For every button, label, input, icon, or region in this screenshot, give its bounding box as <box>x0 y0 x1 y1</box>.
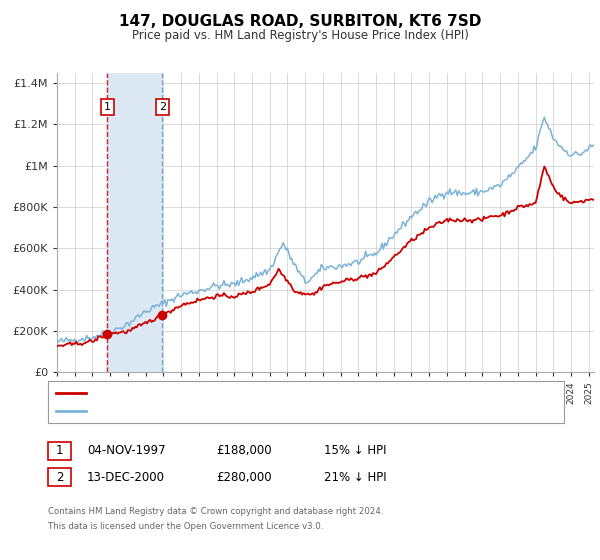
Text: Contains HM Land Registry data © Crown copyright and database right 2024.: Contains HM Land Registry data © Crown c… <box>48 507 383 516</box>
Text: 147, DOUGLAS ROAD, SURBITON, KT6 7SD (detached house): 147, DOUGLAS ROAD, SURBITON, KT6 7SD (de… <box>89 389 406 398</box>
Text: 21% ↓ HPI: 21% ↓ HPI <box>324 470 386 484</box>
Text: Price paid vs. HM Land Registry's House Price Index (HPI): Price paid vs. HM Land Registry's House … <box>131 29 469 42</box>
Text: 13-DEC-2000: 13-DEC-2000 <box>87 470 165 484</box>
Text: 1: 1 <box>56 444 63 458</box>
Text: 2: 2 <box>159 102 166 112</box>
Text: £280,000: £280,000 <box>216 470 272 484</box>
Text: 04-NOV-1997: 04-NOV-1997 <box>87 444 166 458</box>
Text: 2: 2 <box>56 470 63 484</box>
Bar <box>107 73 163 372</box>
Text: £188,000: £188,000 <box>216 444 272 458</box>
Text: 1: 1 <box>104 102 111 112</box>
Text: 15% ↓ HPI: 15% ↓ HPI <box>324 444 386 458</box>
Text: This data is licensed under the Open Government Licence v3.0.: This data is licensed under the Open Gov… <box>48 522 323 531</box>
Text: 147, DOUGLAS ROAD, SURBITON, KT6 7SD: 147, DOUGLAS ROAD, SURBITON, KT6 7SD <box>119 14 481 29</box>
Text: HPI: Average price, detached house, Kingston upon Thames: HPI: Average price, detached house, King… <box>89 406 401 416</box>
